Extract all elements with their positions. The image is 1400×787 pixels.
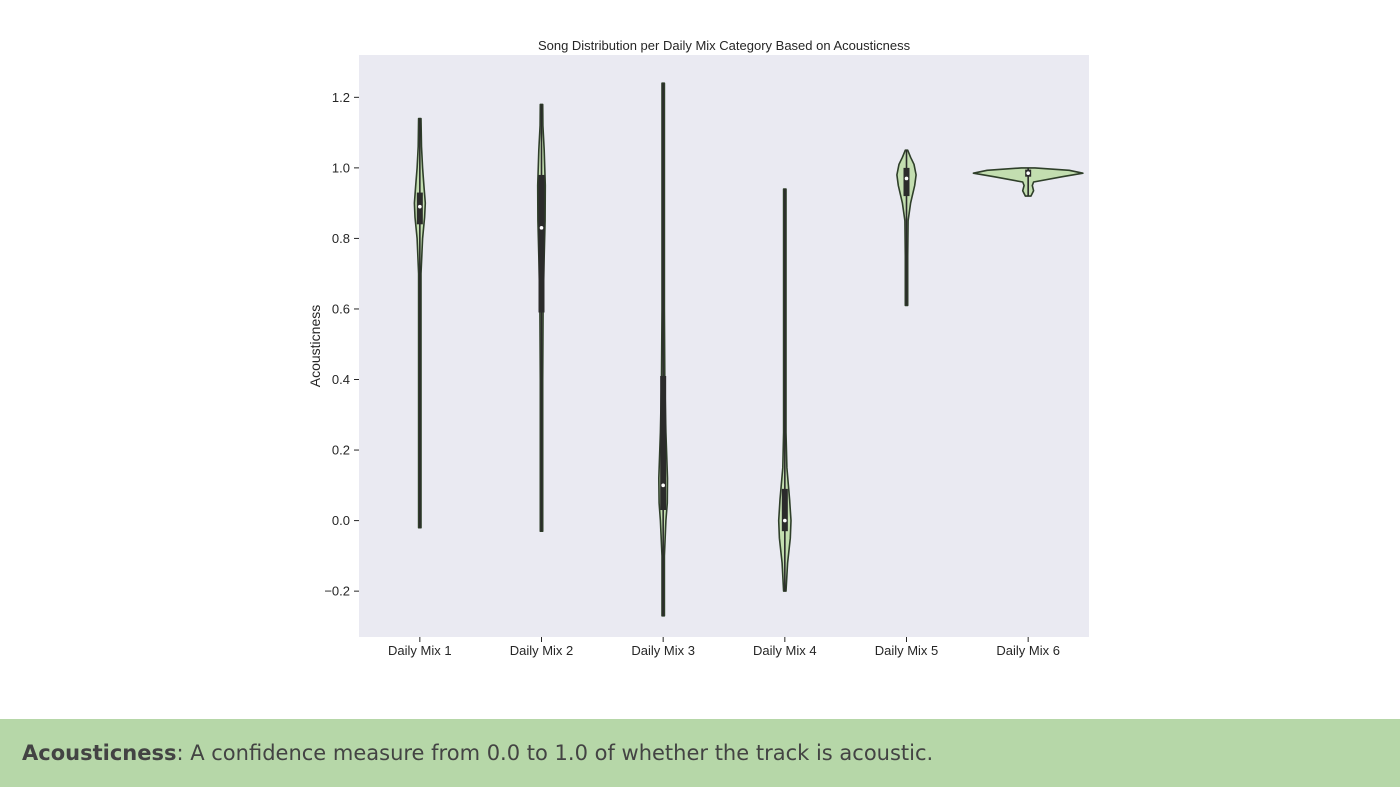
violin-median-dot (418, 204, 422, 209)
plot-area (359, 55, 1089, 637)
x-tick-label: Daily Mix 6 (996, 643, 1060, 658)
x-tick-label: Daily Mix 5 (875, 643, 939, 658)
violin-daily-mix-2 (536, 103, 547, 533)
x-tick-label: Daily Mix 3 (631, 643, 695, 658)
violin-iqr-box (660, 375, 667, 511)
violin-chart: Song Distribution per Daily Mix Category… (307, 38, 1089, 658)
caption-text: Acousticness: A confidence measure from … (22, 741, 933, 765)
violin-daily-mix-3 (657, 82, 669, 617)
x-tick-label: Daily Mix 2 (510, 643, 574, 658)
y-tick-label: 0.0 (332, 513, 350, 528)
caption-definition: : A confidence measure from 0.0 to 1.0 o… (176, 741, 934, 765)
violin-daily-mix-5 (896, 149, 917, 307)
violin-daily-mix-1 (413, 117, 427, 529)
caption-bar: Acousticness: A confidence measure from … (0, 719, 1400, 787)
violin-median-dot (661, 483, 665, 488)
violin-median-dot (783, 518, 787, 523)
y-tick-label: 0.2 (332, 443, 350, 458)
violins-group (413, 82, 1084, 617)
violin-iqr-box (538, 174, 545, 313)
violin-median-dot (1026, 171, 1030, 175)
violin-iqr-box (781, 488, 788, 532)
x-tick-label: Daily Mix 1 (388, 643, 452, 658)
y-tick-label: 1.0 (332, 160, 350, 175)
y-tick-label: −0.2 (324, 584, 350, 599)
y-tick-label: 0.8 (332, 231, 350, 246)
caption-term: Acousticness (22, 741, 177, 765)
violin-median-dot (539, 226, 544, 230)
y-axis-ticks: −0.2 0.0 0.2 0.4 0.6 0.8 1.0 1.2 (324, 90, 359, 599)
violin-daily-mix-6 (972, 167, 1084, 197)
violin-daily-mix-4 (777, 188, 792, 592)
y-tick-label: 1.2 (332, 90, 350, 105)
chart-title: Song Distribution per Daily Mix Category… (538, 38, 911, 53)
violin-median-dot (904, 176, 909, 181)
y-tick-label: 0.6 (332, 301, 350, 316)
violin-iqr-box (903, 167, 910, 197)
y-tick-label: 0.4 (332, 372, 350, 387)
y-axis-label: Acousticness (307, 305, 323, 387)
x-tick-label: Daily Mix 4 (753, 643, 817, 658)
x-axis-ticks: Daily Mix 1 Daily Mix 2 Daily Mix 3 Daily M… (388, 637, 1060, 658)
